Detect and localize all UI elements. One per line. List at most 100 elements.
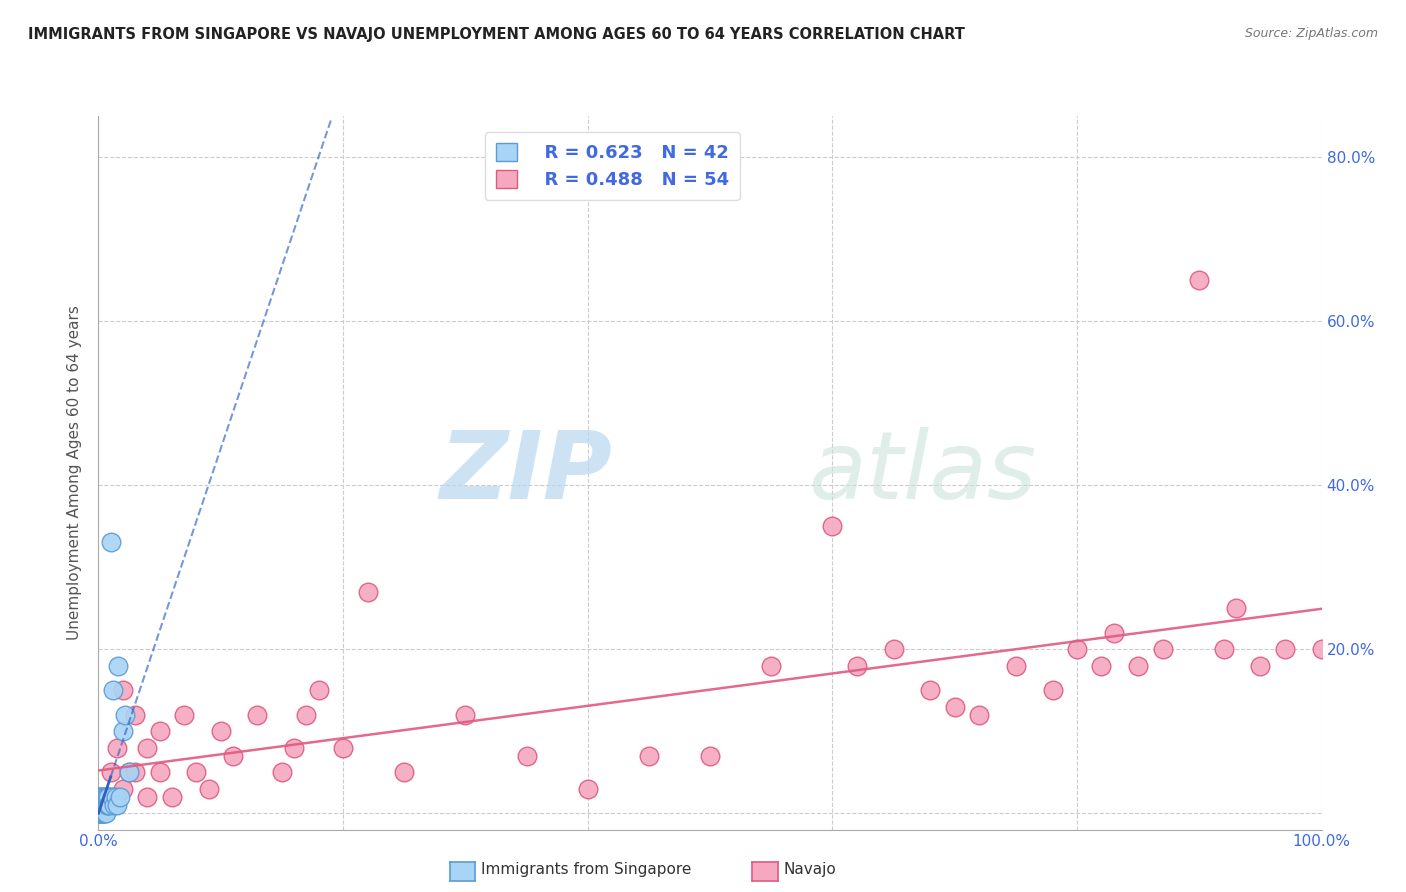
Point: [638, 748, 661, 763]
Point: [454, 707, 477, 722]
Point: [90, 789, 112, 804]
Point: [160, 789, 183, 804]
Point: [173, 707, 195, 722]
Point: [1310, 642, 1333, 657]
Point: [761, 658, 783, 673]
Point: [91, 806, 114, 821]
Point: [89, 806, 111, 821]
Point: [1042, 683, 1064, 698]
Point: [91, 806, 114, 821]
Point: [149, 724, 172, 739]
Point: [576, 781, 599, 796]
Point: [87, 789, 110, 804]
Text: Navajo: Navajo: [783, 863, 837, 877]
Point: [943, 699, 966, 714]
Point: [124, 707, 146, 722]
Point: [98, 797, 121, 812]
Point: [91, 789, 114, 804]
Point: [103, 797, 125, 812]
Point: [90, 797, 112, 812]
Point: [114, 707, 136, 722]
Point: [100, 535, 122, 549]
Point: [101, 789, 124, 804]
Point: [699, 748, 721, 763]
Point: [91, 789, 114, 804]
Point: [94, 789, 117, 804]
Point: [1004, 658, 1026, 673]
Point: [1066, 642, 1088, 657]
Point: [283, 740, 305, 755]
Point: [1212, 642, 1234, 657]
Point: [1188, 273, 1211, 287]
Point: [94, 806, 117, 821]
Point: [101, 683, 124, 698]
Point: [222, 748, 245, 763]
Point: [883, 642, 905, 657]
Point: [967, 707, 990, 722]
Point: [100, 789, 122, 804]
Point: [356, 584, 378, 599]
Point: [96, 789, 118, 804]
Point: [1128, 658, 1150, 673]
Point: [89, 789, 111, 804]
Point: [136, 740, 159, 755]
Point: [90, 797, 112, 812]
Point: [392, 765, 416, 780]
Point: [118, 765, 141, 780]
Point: [91, 806, 114, 821]
Legend:   R = 0.623   N = 42,   R = 0.488   N = 54: R = 0.623 N = 42, R = 0.488 N = 54: [485, 132, 740, 200]
Point: [1274, 642, 1296, 657]
Point: [209, 724, 232, 739]
Point: [1102, 625, 1125, 640]
Point: [91, 797, 114, 812]
Point: [332, 740, 354, 755]
Point: [87, 806, 110, 821]
Point: [91, 806, 114, 821]
Point: [1152, 642, 1174, 657]
Point: [111, 781, 134, 796]
Point: [97, 789, 120, 804]
Point: [1090, 658, 1112, 673]
Point: [107, 658, 129, 673]
Text: ZIP: ZIP: [439, 426, 612, 519]
Point: [89, 806, 111, 821]
Point: [96, 797, 118, 812]
Point: [105, 797, 128, 812]
Point: [197, 781, 219, 796]
Point: [87, 806, 110, 821]
Point: [100, 765, 122, 780]
Point: [270, 765, 294, 780]
Point: [94, 797, 117, 812]
Point: [90, 806, 112, 821]
Text: Immigrants from Singapore: Immigrants from Singapore: [481, 863, 692, 877]
Point: [1225, 601, 1247, 615]
Point: [515, 748, 537, 763]
Point: [308, 683, 330, 698]
Point: [93, 797, 115, 812]
Point: [118, 765, 141, 780]
Point: [87, 806, 110, 821]
Point: [920, 683, 942, 698]
Point: [91, 797, 114, 812]
Text: IMMIGRANTS FROM SINGAPORE VS NAVAJO UNEMPLOYMENT AMONG AGES 60 TO 64 YEARS CORRE: IMMIGRANTS FROM SINGAPORE VS NAVAJO UNEM…: [28, 27, 965, 42]
Point: [105, 740, 128, 755]
Point: [104, 789, 127, 804]
Point: [87, 806, 110, 821]
Point: [124, 765, 146, 780]
Point: [136, 789, 159, 804]
Point: [186, 765, 208, 780]
Text: atlas: atlas: [808, 427, 1036, 518]
Point: [845, 658, 868, 673]
Point: [246, 707, 269, 722]
Text: Source: ZipAtlas.com: Source: ZipAtlas.com: [1244, 27, 1378, 40]
Point: [821, 519, 844, 533]
Point: [1249, 658, 1271, 673]
Point: [93, 806, 115, 821]
Point: [93, 789, 115, 804]
Point: [110, 789, 132, 804]
Point: [149, 765, 172, 780]
Point: [97, 797, 120, 812]
Point: [111, 724, 134, 739]
Point: [295, 707, 318, 722]
Y-axis label: Unemployment Among Ages 60 to 64 years: Unemployment Among Ages 60 to 64 years: [67, 305, 83, 640]
